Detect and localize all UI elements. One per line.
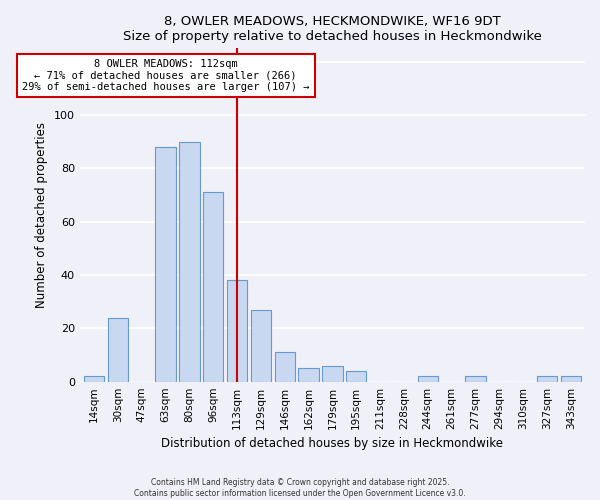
Text: Contains HM Land Registry data © Crown copyright and database right 2025.
Contai: Contains HM Land Registry data © Crown c… — [134, 478, 466, 498]
Bar — [227, 280, 247, 382]
Bar — [346, 371, 367, 382]
Bar — [298, 368, 319, 382]
Bar — [537, 376, 557, 382]
X-axis label: Distribution of detached houses by size in Heckmondwike: Distribution of detached houses by size … — [161, 437, 503, 450]
Bar — [322, 366, 343, 382]
Bar — [203, 192, 223, 382]
Bar — [560, 376, 581, 382]
Bar — [179, 142, 200, 382]
Title: 8, OWLER MEADOWS, HECKMONDWIKE, WF16 9DT
Size of property relative to detached h: 8, OWLER MEADOWS, HECKMONDWIKE, WF16 9DT… — [123, 15, 542, 43]
Bar — [465, 376, 485, 382]
Bar — [108, 318, 128, 382]
Bar — [418, 376, 438, 382]
Bar — [155, 147, 176, 382]
Y-axis label: Number of detached properties: Number of detached properties — [35, 122, 48, 308]
Text: 8 OWLER MEADOWS: 112sqm
← 71% of detached houses are smaller (266)
29% of semi-d: 8 OWLER MEADOWS: 112sqm ← 71% of detache… — [22, 59, 310, 92]
Bar — [275, 352, 295, 382]
Bar — [84, 376, 104, 382]
Bar — [251, 310, 271, 382]
